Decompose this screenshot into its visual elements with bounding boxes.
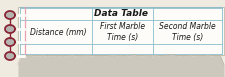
Polygon shape: [5, 38, 15, 46]
Text: First Marble
Time (s): First Marble Time (s): [99, 22, 144, 42]
Polygon shape: [5, 25, 15, 33]
Text: Data Table: Data Table: [94, 9, 147, 18]
Text: Second Marble
Time (s): Second Marble Time (s): [159, 22, 215, 42]
FancyBboxPatch shape: [18, 7, 223, 55]
Text: Distance (mm): Distance (mm): [30, 27, 86, 36]
Polygon shape: [5, 52, 15, 60]
Polygon shape: [5, 11, 15, 19]
